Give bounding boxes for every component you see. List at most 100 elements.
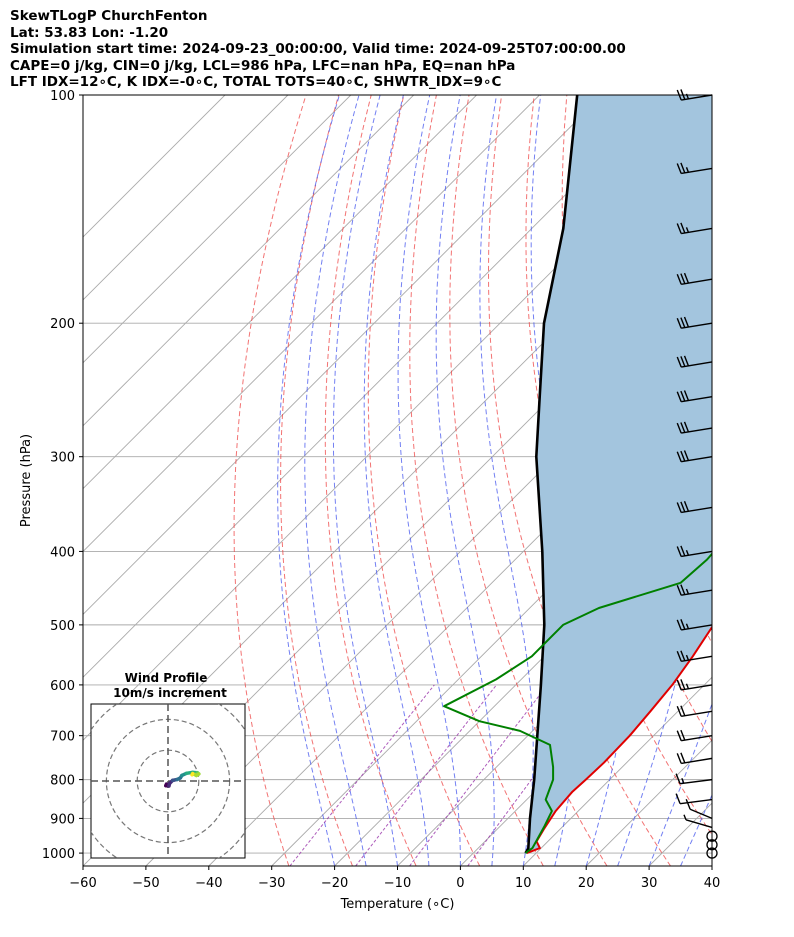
wind-barb <box>675 793 713 805</box>
wind-barb <box>675 773 713 785</box>
barb-flag <box>683 421 690 433</box>
y-tick-label: 100 <box>50 89 75 104</box>
dry-adiabat-line <box>730 95 794 866</box>
x-tick-label: −10 <box>384 876 411 891</box>
calm-circle <box>706 839 718 851</box>
wind-barb <box>676 650 713 662</box>
barb-staff <box>681 278 713 285</box>
isotherm-line <box>145 299 712 866</box>
barb-staff <box>681 395 713 403</box>
calm-circle <box>706 830 718 842</box>
barb-staff <box>679 778 713 785</box>
barb-half-flag <box>685 93 690 100</box>
barb-flag <box>676 753 682 764</box>
barb-flag <box>680 619 686 630</box>
barb-half-flag <box>685 654 690 661</box>
wind-barb <box>676 619 713 631</box>
barb-flag <box>676 274 682 285</box>
barb-flag <box>676 730 682 741</box>
barb-half-flag <box>681 777 685 784</box>
moist-adiabat-line <box>435 95 495 866</box>
mixing-ratio-line <box>289 684 435 866</box>
simulation-times: Simulation start time: 2024-09-23_00:00:… <box>10 41 626 57</box>
barb-flag <box>676 502 682 513</box>
temperature-profile-line <box>526 625 712 855</box>
barb-flag <box>676 89 682 101</box>
dry-adiabat-line <box>324 95 417 866</box>
barb-half-flag <box>685 550 690 556</box>
dry-adiabat-line <box>367 95 481 866</box>
barb-flag <box>675 773 681 784</box>
wind-barb <box>676 584 713 596</box>
isotherm-line <box>83 95 666 678</box>
isotherm-line <box>83 95 540 553</box>
cape-indices: CAPE=0 j/kg, CIN=0 j/kg, LCL=986 hPa, LF… <box>10 57 516 74</box>
isotherm-line <box>711 865 712 866</box>
isotherm-line <box>83 95 352 364</box>
barb-flag <box>680 679 686 690</box>
mixing-ratio-line <box>355 684 497 866</box>
barb-flag <box>683 316 690 328</box>
barb-flag <box>680 273 686 284</box>
x-axis-label: Temperature (∘C) <box>340 897 455 912</box>
barb-flag <box>676 619 682 631</box>
barb-flag <box>680 422 686 433</box>
hodograph-title: Wind Profile <box>125 671 208 685</box>
isotherm-line <box>397 550 712 866</box>
chart-title: SkewTLogP ChurchFenton <box>10 8 208 24</box>
dry-adiabat-line <box>449 95 608 866</box>
moist-adiabat-line <box>680 793 712 866</box>
barb-staff <box>681 589 713 596</box>
wind-barb <box>676 450 713 463</box>
x-tick-label: 30 <box>641 876 658 891</box>
x-tick-label: 40 <box>704 876 721 891</box>
mixing-ratio-line <box>409 684 548 866</box>
barb-flag <box>676 651 682 662</box>
y-axis-label: Pressure (hPa) <box>19 434 34 527</box>
barb-staff <box>681 710 713 717</box>
barb-flag <box>676 679 682 691</box>
barb-flag <box>683 501 690 512</box>
dry-adiabat-line <box>280 95 353 866</box>
barb-half-flag <box>685 167 690 173</box>
barb-flag <box>680 222 686 234</box>
dry-adiabat-line <box>233 95 307 866</box>
barb-staff <box>681 361 713 368</box>
barb-staff <box>681 734 713 742</box>
wind-barb <box>676 421 713 434</box>
barb-flag <box>680 584 686 595</box>
y-tick-label: 300 <box>50 451 75 466</box>
isotherm-line <box>522 676 712 866</box>
y-axis: 100 200 300 400 500 600 700 800 900 1000 <box>42 89 83 862</box>
x-tick-label: −20 <box>321 876 348 891</box>
barb-staff <box>681 427 713 434</box>
barb-flag <box>680 650 686 661</box>
barb-staff <box>685 819 713 829</box>
barb-staff <box>679 798 713 805</box>
x-tick-label: 20 <box>578 876 595 891</box>
y-tick-label: 600 <box>50 679 75 694</box>
wind-barb <box>676 501 713 514</box>
hodograph-subtitle: 10m/s increment <box>113 686 227 700</box>
hodograph-segment <box>190 771 195 777</box>
barb-staff <box>681 322 713 329</box>
barb-flag <box>683 450 690 461</box>
wind-barb <box>676 316 713 329</box>
wind-barbs <box>675 89 718 859</box>
moist-adiabat-line <box>304 95 367 866</box>
x-tick-label: −40 <box>195 876 222 891</box>
barb-flag <box>676 584 682 596</box>
dry-adiabat-line <box>409 95 544 866</box>
barb-staff <box>681 227 713 235</box>
y-tick-label: 900 <box>50 812 75 827</box>
moist-adiabat-line <box>277 95 340 866</box>
moist-adiabat-line <box>711 864 712 866</box>
wind-barb <box>706 830 718 842</box>
barb-flag <box>680 501 686 513</box>
mixing-ratio-line <box>467 684 603 866</box>
barb-flag <box>676 317 682 329</box>
barb-flag <box>675 793 681 804</box>
hodograph-plot <box>91 704 245 858</box>
barb-staff <box>681 757 713 765</box>
barb-flag <box>680 162 686 174</box>
